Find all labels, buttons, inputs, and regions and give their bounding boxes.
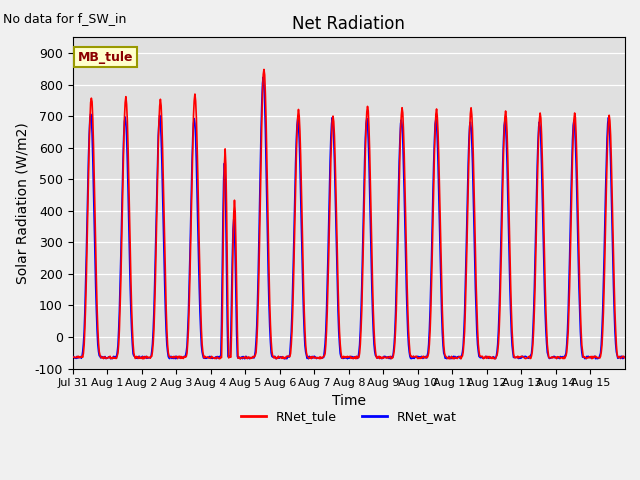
RNet_tule	[134, 355, 141, 361]
RNet_wat	[107, 356, 115, 361]
RNet_tule	[260, 67, 268, 72]
RNet_tule	[406, 350, 414, 356]
RNet_wat	[620, 354, 628, 360]
RNet_tule	[235, 355, 243, 361]
RNet_wat	[285, 354, 292, 360]
RNet_tule	[263, 153, 271, 159]
RNet_wat	[438, 309, 445, 314]
RNet_tule	[69, 355, 77, 360]
Text: No data for f_SW_in: No data for f_SW_in	[3, 12, 127, 25]
Line: RNet_tule: RNet_tule	[73, 70, 624, 359]
RNet_wat	[69, 353, 77, 359]
RNet_tule	[457, 356, 465, 361]
Legend: RNet_tule, RNet_wat: RNet_tule, RNet_wat	[236, 406, 462, 429]
RNet_wat	[259, 74, 267, 80]
RNet_wat	[134, 355, 142, 361]
Text: MB_tule: MB_tule	[78, 50, 134, 63]
RNet_wat	[264, 237, 271, 242]
Line: RNet_wat: RNet_wat	[73, 77, 624, 359]
Title: Net Radiation: Net Radiation	[292, 15, 405, 33]
RNet_wat	[236, 354, 243, 360]
Y-axis label: Solar Radiation (W/m2): Solar Radiation (W/m2)	[15, 122, 29, 284]
RNet_wat	[407, 356, 415, 361]
RNet_tule	[620, 355, 628, 360]
RNet_tule	[284, 353, 292, 359]
RNet_tule	[437, 250, 445, 255]
X-axis label: Time: Time	[332, 394, 366, 408]
